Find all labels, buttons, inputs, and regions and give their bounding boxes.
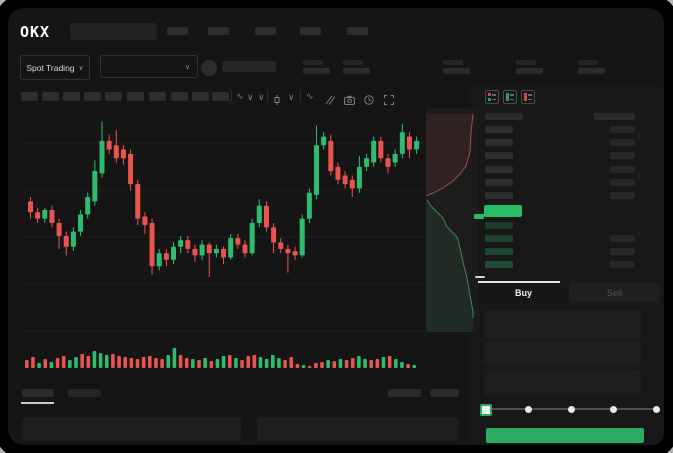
slider-stop-dot[interactable] — [610, 406, 617, 413]
nav-item-skeleton[interactable] — [167, 27, 188, 35]
drawing-tools-icon[interactable] — [325, 92, 336, 110]
buy-submit-button[interactable] — [486, 428, 644, 443]
divider — [231, 90, 232, 102]
depth-chart[interactable] — [425, 108, 478, 332]
okx-logo[interactable]: OKX — [20, 23, 51, 41]
slider-stop-dot[interactable] — [652, 406, 660, 413]
stat-value-skeleton — [516, 68, 543, 74]
timeframe-button[interactable] — [105, 92, 122, 101]
search-input[interactable] — [70, 23, 157, 40]
pair-dropdown[interactable]: ∨ — [100, 55, 198, 78]
market-type-dropdown[interactable]: Spot Trading ∨ — [20, 55, 90, 80]
book-bids-view-icon[interactable] — [503, 90, 517, 104]
chevron-down-icon: ∨ — [184, 63, 190, 71]
total-field[interactable] — [484, 369, 641, 395]
ask-size-skeleton[interactable] — [610, 139, 635, 146]
bottom-tab-open-orders[interactable] — [22, 389, 54, 397]
camera-icon[interactable] — [344, 92, 355, 110]
last-price-bar[interactable] — [484, 205, 522, 217]
stat-value-skeleton — [578, 68, 605, 74]
bottom-panel-right — [257, 417, 459, 441]
bid-size-skeleton[interactable] — [610, 261, 635, 268]
current-price-tick — [475, 276, 485, 278]
stat-label-skeleton — [343, 60, 363, 65]
ask-size-skeleton[interactable] — [610, 192, 635, 199]
tab-sell[interactable]: Sell — [569, 283, 660, 303]
bottom-panel-left — [22, 417, 241, 441]
divider — [300, 90, 301, 102]
slider-stop-dot[interactable] — [525, 406, 532, 413]
chevron-down-icon[interactable]: ∨ — [258, 92, 265, 102]
bid-price-skeleton[interactable] — [485, 222, 513, 229]
nav-item-skeleton[interactable] — [300, 27, 321, 35]
stat-label-skeleton — [516, 60, 536, 65]
timeframe-button[interactable] — [63, 92, 80, 101]
slider-stop-dot[interactable] — [567, 406, 575, 413]
stat-label-skeleton — [443, 60, 463, 65]
book-both-view-icon[interactable] — [485, 90, 499, 104]
bid-price-skeleton[interactable] — [485, 235, 513, 242]
amount-slider[interactable] — [480, 402, 660, 416]
slider-handle[interactable] — [480, 404, 492, 416]
market-type-label: Spot Trading — [26, 62, 75, 73]
bottom-active-tab-underline — [21, 402, 54, 404]
nav-item-skeleton[interactable] — [208, 27, 229, 35]
buy-tab-label: Buy — [514, 288, 532, 298]
ask-price-skeleton[interactable] — [485, 152, 513, 159]
ask-size-skeleton[interactable] — [610, 166, 635, 173]
bottom-tab-order-history[interactable] — [68, 389, 101, 397]
book-asks-view-icon[interactable] — [521, 90, 535, 104]
nav-item-skeleton[interactable] — [255, 27, 276, 35]
ask-price-skeleton[interactable] — [485, 166, 513, 173]
bid-size-skeleton[interactable] — [610, 248, 635, 255]
timeframe-button[interactable] — [171, 92, 188, 101]
stat-label-skeleton — [303, 60, 323, 65]
book-header-amount — [594, 113, 635, 120]
stat-value-skeleton — [303, 68, 330, 74]
timeframe-button[interactable] — [149, 92, 166, 101]
indicators-icon[interactable]: ∿ — [306, 91, 314, 101]
bid-price-skeleton[interactable] — [485, 248, 513, 255]
ask-size-skeleton[interactable] — [610, 179, 635, 186]
timeframe-button[interactable] — [192, 92, 209, 101]
bottom-action-skeleton[interactable] — [430, 389, 459, 397]
bid-size-skeleton[interactable] — [610, 235, 635, 242]
ask-price-skeleton[interactable] — [485, 179, 513, 186]
chevron-down-icon[interactable]: ∨ — [247, 92, 254, 102]
ask-size-skeleton[interactable] — [610, 152, 635, 159]
timeframe-button[interactable] — [42, 92, 59, 101]
candlestick-chart[interactable] — [22, 108, 424, 380]
ask-size-skeleton[interactable] — [610, 126, 635, 133]
chevron-down-icon: ∨ — [78, 64, 84, 72]
divider — [267, 90, 268, 102]
nav-item-skeleton[interactable] — [347, 27, 368, 35]
pair-name-skeleton — [222, 61, 276, 72]
price-field[interactable] — [484, 310, 641, 338]
book-header-price — [485, 113, 523, 120]
amount-field[interactable] — [484, 341, 641, 367]
last-price-marker — [474, 214, 484, 219]
bottom-action-skeleton[interactable] — [388, 389, 421, 397]
ask-price-skeleton[interactable] — [485, 139, 513, 146]
timeframe-button[interactable] — [21, 92, 38, 101]
stat-value-skeleton — [443, 68, 470, 74]
ask-price-skeleton[interactable] — [485, 126, 513, 133]
stat-value-skeleton — [343, 68, 370, 74]
fullscreen-icon[interactable] — [384, 92, 394, 110]
timeframe-button[interactable] — [127, 92, 144, 101]
bid-price-skeleton[interactable] — [485, 261, 513, 268]
history-clock-icon[interactable] — [364, 92, 374, 110]
stat-label-skeleton — [578, 60, 598, 65]
sell-tab-label: Sell — [606, 288, 622, 298]
tab-buy[interactable]: Buy — [478, 283, 569, 303]
timeframe-button[interactable] — [84, 92, 101, 101]
active-tab-indicator — [478, 281, 560, 283]
timeframe-button[interactable] — [212, 92, 229, 101]
chevron-down-icon[interactable]: ∨ — [288, 92, 295, 102]
coin-avatar — [201, 60, 217, 76]
line-chart-icon[interactable]: ∿ — [236, 91, 244, 101]
ask-price-skeleton[interactable] — [485, 192, 513, 199]
candle-style-icon[interactable] — [272, 92, 282, 110]
